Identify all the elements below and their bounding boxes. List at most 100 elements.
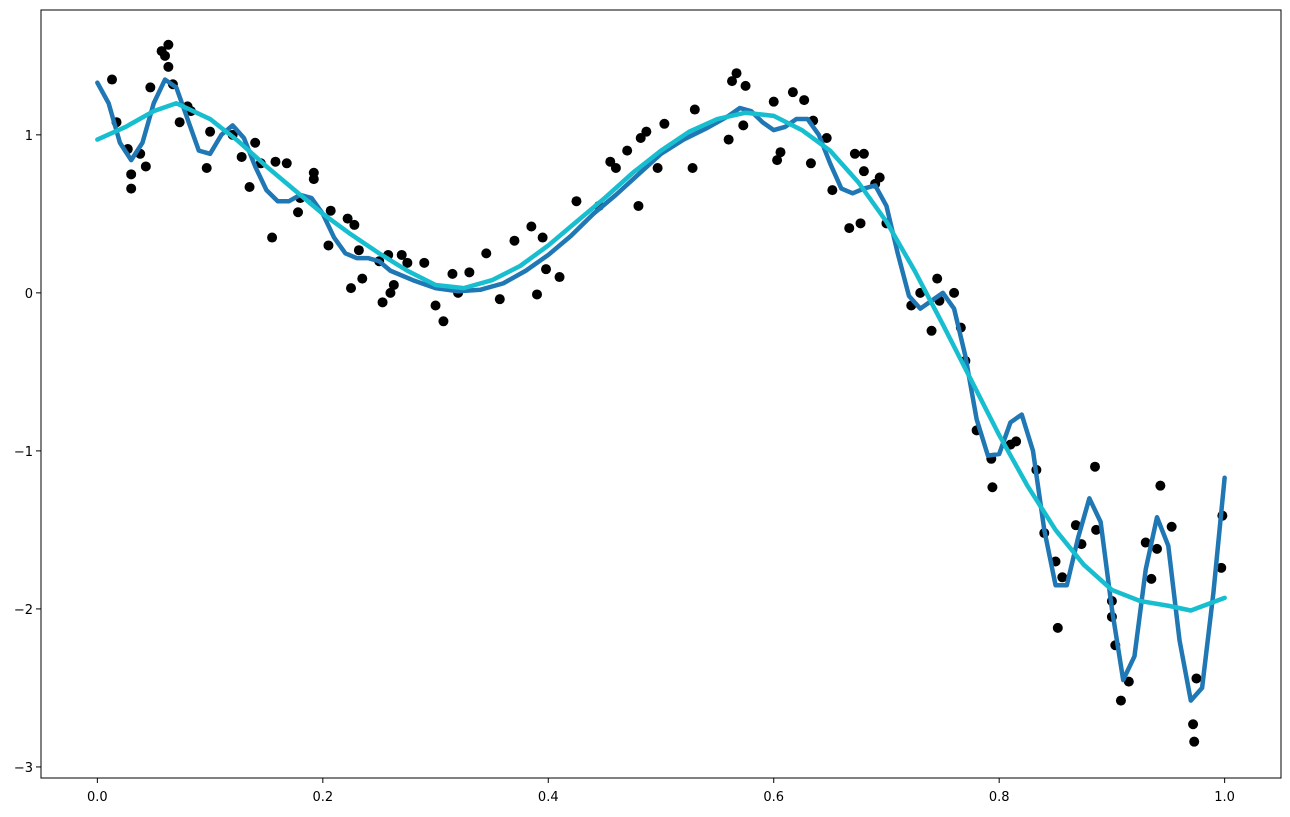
scatter-point	[821, 133, 832, 143]
scatter-point	[1011, 436, 1022, 447]
scatter-point	[163, 61, 174, 72]
scatter-point	[1155, 480, 1166, 491]
x-tick-label: 0.2	[312, 790, 333, 805]
x-tick-label: 0.6	[763, 790, 784, 805]
scatter-point	[346, 283, 356, 294]
scatter-point	[438, 316, 449, 327]
scatter-point	[987, 482, 998, 493]
y-tick-label: −2	[14, 603, 33, 618]
scatter-point	[855, 218, 866, 229]
scatter-point	[205, 126, 216, 137]
scatter-point	[107, 74, 118, 85]
scatter-point	[858, 166, 869, 177]
scatter-point	[1189, 736, 1200, 747]
scatter-point	[1146, 573, 1157, 584]
fit-line	[95, 77, 1227, 703]
x-tick-label: 0.0	[87, 790, 108, 805]
scatter-point	[926, 325, 937, 336]
scatter-point	[1115, 695, 1126, 706]
scatter-point	[1090, 461, 1100, 472]
scatter-point	[537, 232, 548, 243]
scatter-point	[388, 279, 399, 290]
x-tick-label: 0.8	[989, 790, 1010, 805]
scatter-point	[652, 163, 663, 174]
scatter-point	[174, 117, 185, 128]
scatter-point	[689, 104, 700, 115]
scatter-point	[447, 268, 458, 279]
scatter-point	[1091, 524, 1102, 535]
scatter-point	[396, 249, 407, 260]
scatter-point	[342, 213, 353, 224]
fit-line	[95, 100, 1227, 613]
scatter-point	[1070, 520, 1081, 531]
scatter-point	[775, 147, 786, 158]
scatter-point	[805, 158, 816, 169]
scatter-point	[1166, 521, 1177, 532]
scatter-point	[633, 200, 644, 211]
scatter-point	[201, 163, 212, 174]
scatter-point	[250, 137, 261, 148]
scatter-point	[799, 95, 810, 106]
scatter-point	[554, 272, 565, 283]
scatter-point	[293, 207, 304, 218]
scatter-point	[325, 205, 336, 216]
scatter-point	[1188, 719, 1199, 730]
scatter-point	[430, 300, 441, 311]
scatter-point	[1216, 562, 1227, 573]
scatter-point	[1152, 543, 1162, 554]
scatter-point	[419, 257, 430, 268]
scatter-point	[281, 158, 292, 169]
scatter-point	[641, 126, 652, 137]
scatter-point	[622, 145, 633, 156]
scatter-point	[353, 245, 364, 256]
scatter-point	[236, 151, 247, 162]
scatter-point	[740, 80, 751, 91]
y-tick-label: 0	[25, 287, 33, 302]
scatter-point	[464, 267, 475, 278]
scatter-point	[787, 87, 798, 98]
y-tick-label: −3	[14, 761, 33, 776]
scatter-point	[1191, 673, 1202, 684]
scatter-point	[1123, 676, 1134, 687]
scatter-point	[270, 156, 281, 167]
y-tick-label: 1	[25, 129, 33, 144]
scatter-point	[949, 287, 960, 298]
scatter-point	[349, 219, 360, 230]
scatter-point	[308, 174, 319, 185]
scatter-point	[874, 172, 885, 183]
scatter-point	[244, 181, 255, 192]
scatter-point	[571, 196, 582, 207]
scatter-point	[1057, 572, 1068, 583]
scatter-point	[532, 289, 542, 300]
scatter-point	[140, 161, 151, 172]
scatter-point	[1052, 622, 1063, 633]
scatter-point	[768, 96, 779, 107]
scatter-point	[377, 297, 388, 308]
scatter-point	[772, 155, 783, 166]
scatter-point	[323, 240, 334, 251]
scatter-point	[526, 221, 537, 232]
scatter-point	[163, 39, 174, 50]
scatter-point	[738, 120, 749, 131]
x-tick-label: 0.4	[538, 790, 559, 805]
scatter-point	[727, 76, 738, 87]
x-tick-label: 1.0	[1214, 790, 1235, 805]
scatter-point	[610, 163, 621, 174]
scatter-point	[509, 235, 520, 246]
scatter-point	[494, 294, 505, 305]
scatter-point	[687, 163, 698, 174]
scatter-point	[145, 82, 156, 93]
scatter-point	[723, 134, 734, 145]
scatter-point	[858, 148, 869, 159]
scatter-point	[402, 257, 413, 268]
scatter-point	[827, 185, 838, 196]
scatter-point	[541, 264, 552, 275]
scatter-point	[731, 68, 742, 79]
scatter-point	[160, 50, 170, 61]
scatter-point	[932, 273, 943, 284]
scatter-point	[126, 183, 137, 194]
scatter-point	[844, 223, 855, 234]
scatter-point	[849, 148, 860, 159]
scatter-point	[481, 248, 492, 259]
